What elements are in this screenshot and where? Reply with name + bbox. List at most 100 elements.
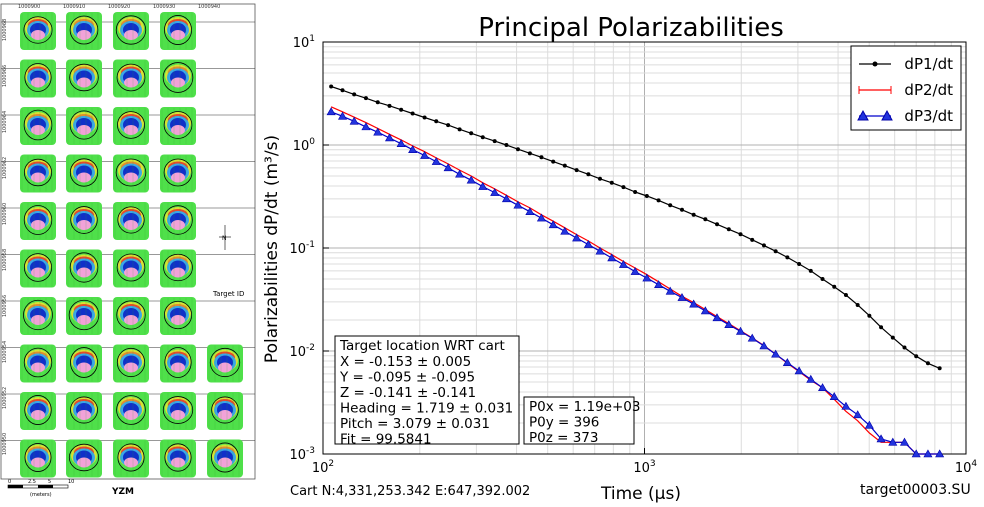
tile-pink [171, 125, 185, 135]
anomaly-tile [160, 59, 196, 98]
tile-pink [77, 172, 91, 183]
target-location-line: Fit = 99.5841 [340, 432, 432, 448]
anomaly-tile [20, 344, 56, 383]
data-point [337, 111, 348, 120]
data-point [888, 437, 898, 446]
tile-contour [162, 396, 194, 424]
anomaly-tile [20, 202, 56, 240]
data-point [735, 326, 746, 335]
data-point [712, 313, 722, 322]
target-location-line: Y = -0.095 ± -0.095 [339, 370, 475, 386]
data-point [879, 325, 884, 330]
map-y-tick: 1000950 [2, 433, 8, 455]
tile-pink [124, 410, 138, 420]
tile-pink [171, 457, 185, 468]
anomaly-tile [160, 154, 196, 193]
tile-contour [23, 299, 53, 331]
data-point [785, 255, 790, 260]
tile-pink [124, 457, 138, 468]
tile-pink [77, 77, 91, 88]
anomaly-tile [160, 107, 196, 145]
data-point [738, 232, 743, 237]
data-point [349, 116, 359, 125]
anomaly-tile [160, 12, 196, 50]
data-point [466, 175, 476, 184]
chart-legend: dP1/dt dP2/dt dP3/dt [850, 45, 962, 131]
y-tick-label: 10-2 [289, 343, 315, 360]
tile-pink [171, 410, 185, 420]
data-point [384, 133, 395, 142]
data-point [536, 213, 546, 222]
tile-contour [23, 347, 53, 378]
target-location-line: Pitch = 3.079 ± 0.031 [340, 416, 490, 432]
x-tick-label: 103 [633, 459, 655, 476]
data-point [609, 180, 614, 185]
data-point [574, 168, 579, 173]
y-tick-label: 10-1 [289, 240, 315, 257]
anomaly-tile [66, 249, 102, 288]
tile-pink [31, 125, 45, 135]
anomaly-map: 1000900 1000910 1000920 1000930 1000940 10009… [0, 3, 256, 498]
tile-contour [164, 443, 192, 472]
anomaly-tile [160, 439, 196, 478]
tile-pink [77, 362, 91, 373]
data-point [797, 261, 802, 266]
tile-pink [124, 267, 138, 278]
map-x-tick: 1000910 [63, 4, 85, 10]
tile-pink [124, 30, 138, 40]
tile-pink [31, 77, 45, 88]
data-point [504, 143, 509, 147]
data-point [420, 150, 430, 159]
tile-contour [164, 15, 192, 45]
map-x-tick: 1000930 [153, 4, 175, 10]
tile-pink [31, 30, 45, 40]
data-point [480, 135, 485, 140]
data-point [820, 277, 825, 282]
data-point [551, 159, 556, 164]
tile-pink [124, 125, 138, 135]
data-point [679, 207, 684, 212]
data-point [644, 193, 649, 198]
data-point [724, 320, 734, 329]
tile-pink [77, 125, 91, 135]
data-point [759, 341, 769, 350]
data-point [597, 176, 602, 181]
data-point [446, 123, 451, 128]
tile-contour [163, 253, 193, 282]
tile-pink [171, 172, 185, 183]
data-point [457, 127, 462, 132]
anomaly-tile [20, 249, 56, 288]
y-tick-label: 101 [293, 34, 315, 51]
anomaly-tile [113, 344, 149, 383]
map-y-tick: 1000966 [2, 65, 8, 87]
data-point [422, 115, 427, 120]
data-point [867, 313, 872, 318]
tile-contour [23, 253, 53, 282]
legend-marker [872, 61, 878, 67]
data-point [572, 233, 582, 242]
tile-contour [69, 110, 99, 140]
scale-tick-label: 5 [48, 479, 51, 485]
anomaly-tile [113, 12, 149, 50]
data-point [829, 392, 839, 401]
data-point [373, 127, 383, 136]
tile-pink [31, 315, 45, 325]
tile-pink [31, 410, 45, 420]
data-point [832, 284, 837, 289]
data-point [700, 306, 710, 315]
tile-pink [31, 220, 45, 230]
tile-pink [124, 172, 138, 183]
tile-pink [171, 77, 185, 88]
map-y-tick: 1000958 [2, 249, 8, 271]
data-point [715, 222, 720, 227]
data-point [656, 198, 661, 203]
tile-contour [24, 443, 52, 472]
data-point [642, 273, 652, 282]
y-axis-label: Polarizabilities dP/dt (m³/s) [262, 135, 282, 363]
tile-pink [218, 457, 232, 468]
data-point [562, 163, 567, 168]
tile-contour [70, 206, 98, 234]
scale-sub-label: (meters) [30, 492, 52, 498]
tile-contour [69, 158, 99, 187]
data-point [691, 212, 696, 217]
